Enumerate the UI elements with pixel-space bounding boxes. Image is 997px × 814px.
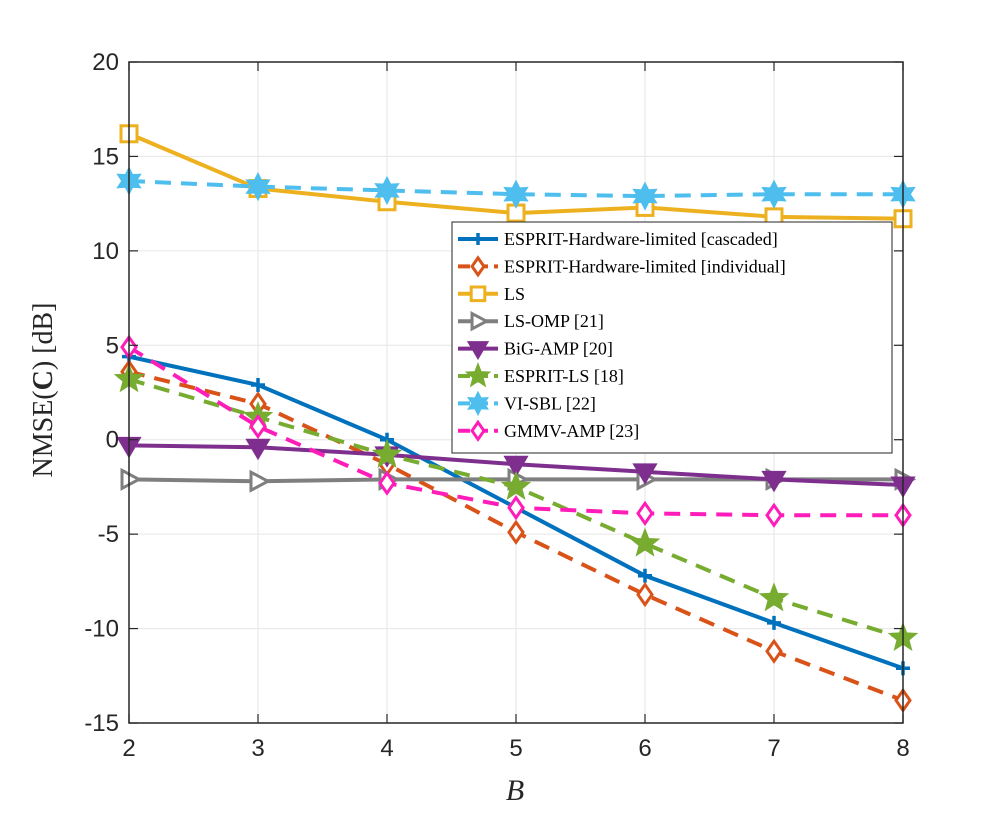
x-tick-label: 3 — [251, 735, 264, 762]
data-point-marker — [249, 469, 272, 493]
y-axis-title: NMSE(C) [dB] — [28, 302, 59, 477]
legend-label: LS — [504, 284, 525, 304]
data-point-marker — [378, 470, 396, 496]
legend-entry: LS — [458, 284, 525, 304]
legend-marker-swatch — [470, 255, 486, 278]
legend-marker-swatch — [466, 390, 490, 417]
data-point-marker — [249, 413, 267, 440]
legend-label: VI-SBL [22] — [504, 393, 596, 413]
data-point-marker — [503, 455, 529, 478]
data-point-marker — [371, 438, 403, 468]
series-8 — [120, 334, 912, 528]
x-tick-label: 2 — [122, 735, 135, 762]
legend-marker-swatch — [470, 311, 490, 332]
y-tick-label: 20 — [92, 49, 119, 76]
data-point-marker — [251, 377, 265, 392]
data-point-marker — [758, 582, 790, 612]
legend-box — [451, 221, 893, 454]
legend-entry: BiG-AMP [20] — [458, 339, 613, 361]
legend-marker-swatch — [470, 419, 486, 442]
legend-entry: LS-OMP [21] — [458, 311, 604, 332]
legend-label: BiG-AMP [20] — [504, 339, 613, 359]
y-tick-label: -5 — [98, 521, 119, 548]
data-point-marker — [765, 638, 783, 664]
legend-label: GMMV-AMP [23] — [504, 421, 639, 441]
x-tick-label: 4 — [380, 735, 393, 762]
y-tick-label: 5 — [106, 332, 119, 359]
data-point-marker — [507, 519, 525, 545]
legend-label: ESPRIT-Hardware-limited [individual] — [504, 256, 786, 276]
axes: 2 3 4 5 6 7 8 20 15 10 5 0 -5 -10 -15 — [84, 49, 909, 762]
data-point-marker — [507, 495, 525, 521]
x-tick-label: 7 — [767, 735, 780, 762]
legend-label: LS-OMP [21] — [504, 311, 604, 331]
data-point-marker — [638, 568, 652, 583]
legend-marker-swatch — [466, 341, 490, 361]
legend-entry: ESPRIT-Hardware-limited [cascaded] — [458, 229, 778, 249]
legend-label: ESPRIT-Hardware-limited [cascaded] — [504, 229, 778, 249]
x-axis-title: B — [506, 774, 524, 807]
legend-marker-swatch — [469, 285, 487, 303]
data-point-marker — [632, 181, 658, 211]
data-point-marker — [636, 500, 654, 526]
x-tick-label: 6 — [638, 735, 651, 762]
y-tick-label: -15 — [84, 710, 119, 737]
data-point-marker — [767, 615, 781, 630]
data-point-marker — [245, 438, 271, 461]
legend-label: ESPRIT-LS [18] — [504, 366, 624, 386]
legend-marker-swatch — [472, 233, 484, 245]
data-point-marker — [374, 175, 400, 206]
data-point-marker — [765, 502, 783, 528]
data-point-marker — [761, 179, 787, 209]
data-point-marker — [636, 581, 654, 608]
y-tick-label: 10 — [92, 238, 119, 265]
legend-entry: VI-SBL [22] — [458, 390, 596, 417]
data-point-marker — [632, 463, 658, 485]
legend-entry: GMMV-AMP [23] — [458, 419, 639, 442]
data-point-marker — [500, 470, 532, 500]
data-point-marker — [629, 527, 661, 557]
data-point-marker — [761, 470, 787, 493]
legend: ESPRIT-Hardware-limited [cascaded] ESPRIT… — [451, 221, 893, 454]
legend-entry: ESPRIT-Hardware-limited [individual] — [458, 255, 786, 278]
y-tick-label: 15 — [92, 143, 119, 170]
legend-entry: ESPRIT-LS [18] — [458, 362, 624, 388]
data-point-marker — [245, 171, 271, 202]
x-tick-label: 5 — [509, 735, 522, 762]
y-tick-label: -10 — [84, 616, 119, 643]
y-tick-label: 0 — [106, 427, 119, 454]
x-tick-label: 8 — [896, 735, 909, 762]
data-point-marker — [503, 179, 529, 209]
data-point-marker — [120, 467, 143, 491]
legend-marker-swatch — [464, 362, 492, 388]
